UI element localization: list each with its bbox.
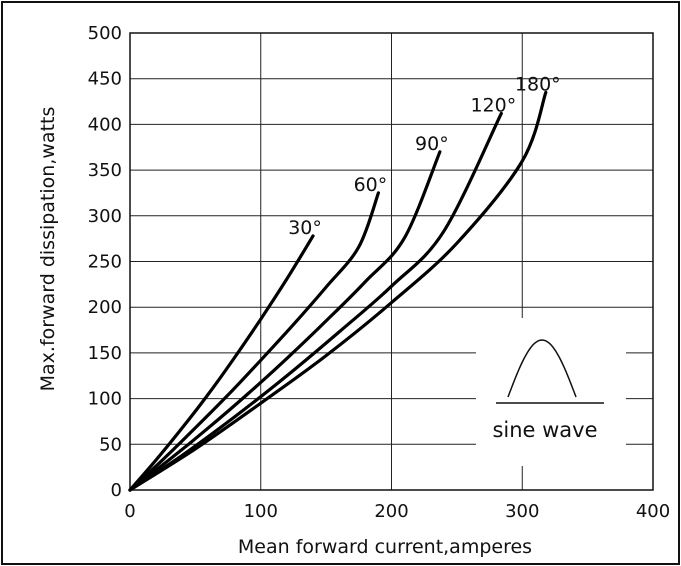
x-axis-title: Mean forward current,amperes (238, 536, 532, 558)
y-axis-title: Max.forward dissipation,watts (37, 107, 59, 392)
curve-1 (128, 191, 380, 492)
y-tick-label-6: 300 (88, 206, 122, 227)
y-tick-label-10: 500 (88, 23, 122, 44)
y-tick-label-7: 350 (88, 160, 122, 181)
x-tick-label-1: 100 (244, 501, 278, 522)
y-tick-label-5: 250 (88, 252, 122, 273)
y-tick-label-4: 200 (88, 297, 122, 318)
curve-4 (128, 90, 548, 492)
inset-background (476, 318, 626, 466)
sine-wave-icon (507, 339, 577, 398)
curve-0 (128, 234, 315, 492)
plot-frame (129, 32, 654, 491)
y-tick-label-0: 0 (111, 480, 122, 501)
curve-3 (128, 111, 503, 492)
x-tick-label-4: 400 (636, 501, 670, 522)
curves: 30° 60° 90° 120°180° (128, 73, 561, 492)
y-tick-label-2: 100 (88, 389, 122, 410)
x-tick-label-2: 200 (374, 501, 408, 522)
ticks: 0 100 200 300 400 0 50 100 150 200 250 300 350 400 450… (88, 23, 671, 522)
x-tick-label-0: 0 (124, 501, 135, 522)
sine-wave-inset: sine wave (476, 318, 626, 466)
x-tick-label-3: 300 (505, 501, 539, 522)
y-tick-label-8: 400 (88, 114, 122, 135)
curve-2 (128, 150, 442, 492)
curve-label-2: 90° (415, 133, 449, 155)
y-tick-label-1: 50 (99, 434, 122, 455)
curve-label-4: 180° (515, 73, 561, 95)
y-tick-label-9: 450 (88, 69, 122, 90)
curve-label-3: 120° (470, 94, 516, 116)
curve-label-0: 30° (288, 217, 322, 239)
sine-wave-label: sine wave (492, 418, 597, 442)
curve-label-1: 60° (354, 174, 388, 196)
y-tick-label-3: 150 (88, 343, 122, 364)
